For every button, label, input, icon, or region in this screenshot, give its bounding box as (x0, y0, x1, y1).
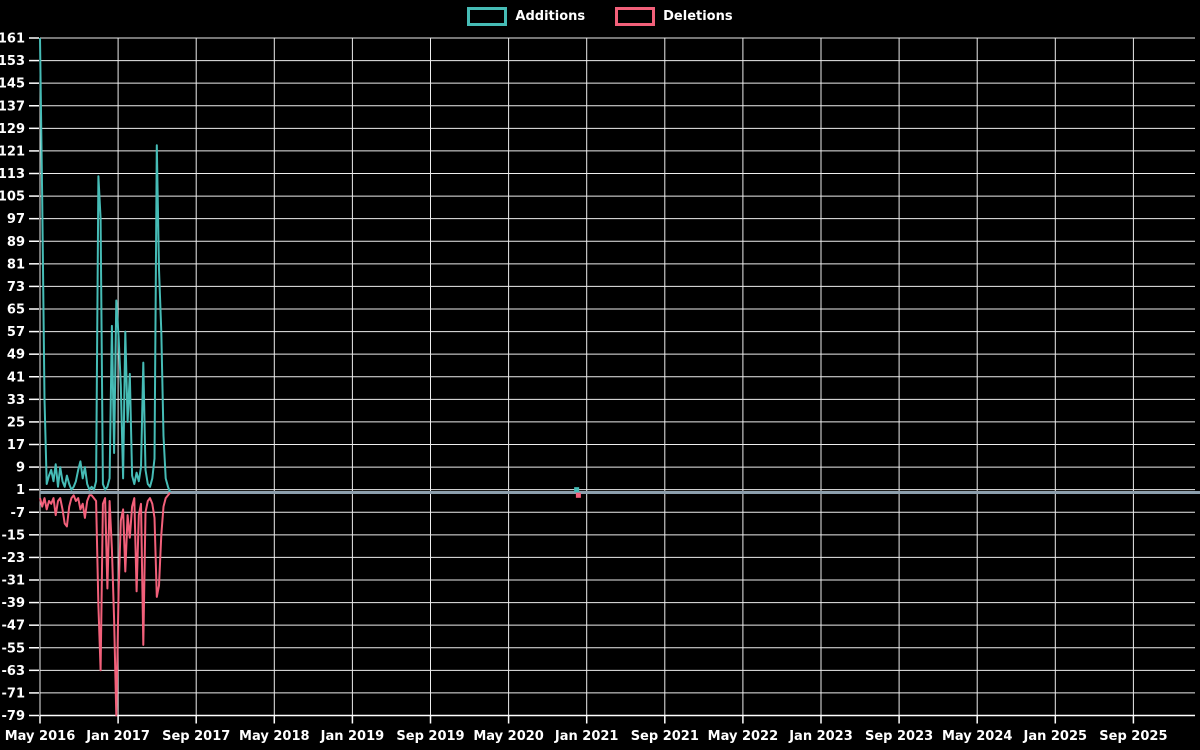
grid-lines (39, 37, 1195, 716)
y-axis-label: 105 (0, 190, 25, 205)
legend-item-deletions[interactable]: Deletions (615, 7, 733, 26)
y-axis-label: 41 (7, 370, 25, 385)
x-axis-label: Sep 2019 (396, 729, 464, 744)
y-axis-label: 137 (0, 99, 25, 114)
y-axis-label: -47 (2, 619, 26, 634)
x-axis-ticks (39, 715, 1135, 724)
y-axis-label: 1 (16, 483, 25, 498)
y-axis-label: 57 (7, 325, 25, 340)
y-axis-label: -55 (2, 641, 26, 656)
chart-legend: Additions Deletions (0, 7, 1200, 26)
x-axis-label: Jan 2023 (788, 729, 853, 744)
y-axis-label: 129 (0, 122, 25, 137)
y-axis-label: 65 (7, 303, 25, 318)
y-axis-label: 17 (7, 438, 25, 453)
y-axis-label: 121 (0, 144, 25, 159)
x-axis-label: Jan 2025 (1023, 729, 1088, 744)
legend-label-deletions: Deletions (663, 9, 733, 24)
y-axis-label: 73 (7, 280, 25, 295)
x-axis-label: May 2024 (942, 729, 1013, 744)
y-axis-label: 161 (0, 32, 25, 47)
y-axis-label: -23 (2, 551, 26, 566)
additions-swatch-icon (467, 7, 508, 26)
x-axis-label: Jan 2021 (554, 729, 619, 744)
x-axis-label: Sep 2023 (865, 729, 933, 744)
y-axis-label: 89 (7, 235, 25, 250)
deletions-line (39, 491, 171, 717)
y-axis-label: -71 (2, 686, 26, 701)
y-axis-label: 145 (0, 77, 25, 92)
deletions-swatch-icon (615, 7, 656, 26)
x-axis-label: May 2022 (708, 729, 779, 744)
y-axis-label: 33 (7, 393, 25, 408)
x-axis-label: Sep 2017 (162, 729, 230, 744)
x-axis-label: May 2020 (473, 729, 544, 744)
legend-label-additions: Additions (515, 9, 586, 24)
x-axis-label: Jan 2017 (85, 729, 150, 744)
y-axis-label: 25 (7, 415, 25, 430)
x-axis-label: Sep 2025 (1099, 729, 1167, 744)
y-axis-label: 97 (7, 212, 25, 227)
y-axis-label: -39 (2, 596, 26, 611)
y-axis-labels: 161 153 145 137 129 121 113 105 97 89 81 73 65 57 49 41… (0, 32, 25, 725)
x-axis-labels: May 2016 Jan 2017 Sep 2017 May 2018 Jan 2019… (5, 729, 1168, 744)
additions-point-marker[interactable] (574, 487, 580, 493)
x-axis-label: May 2018 (239, 729, 310, 744)
x-axis-label: May 2016 (5, 729, 76, 744)
y-axis-label: -7 (11, 506, 25, 521)
y-axis-label: -79 (2, 709, 26, 724)
y-axis-label: -63 (2, 664, 26, 679)
y-axis-label: 81 (7, 257, 25, 272)
y-axis-label: -15 (2, 528, 26, 543)
x-axis-label: Jan 2019 (320, 729, 385, 744)
y-axis-label: -31 (2, 574, 26, 589)
y-axis-label: 49 (7, 348, 25, 363)
y-axis-label: 113 (0, 167, 25, 182)
legend-item-additions[interactable]: Additions (467, 7, 585, 26)
y-axis-label: 9 (16, 461, 25, 476)
x-axis-label: Sep 2021 (631, 729, 699, 744)
y-axis-ticks (29, 37, 39, 717)
additions-line (39, 37, 172, 493)
deletions-point-marker[interactable] (575, 492, 581, 498)
y-axis-label: 153 (0, 54, 25, 69)
